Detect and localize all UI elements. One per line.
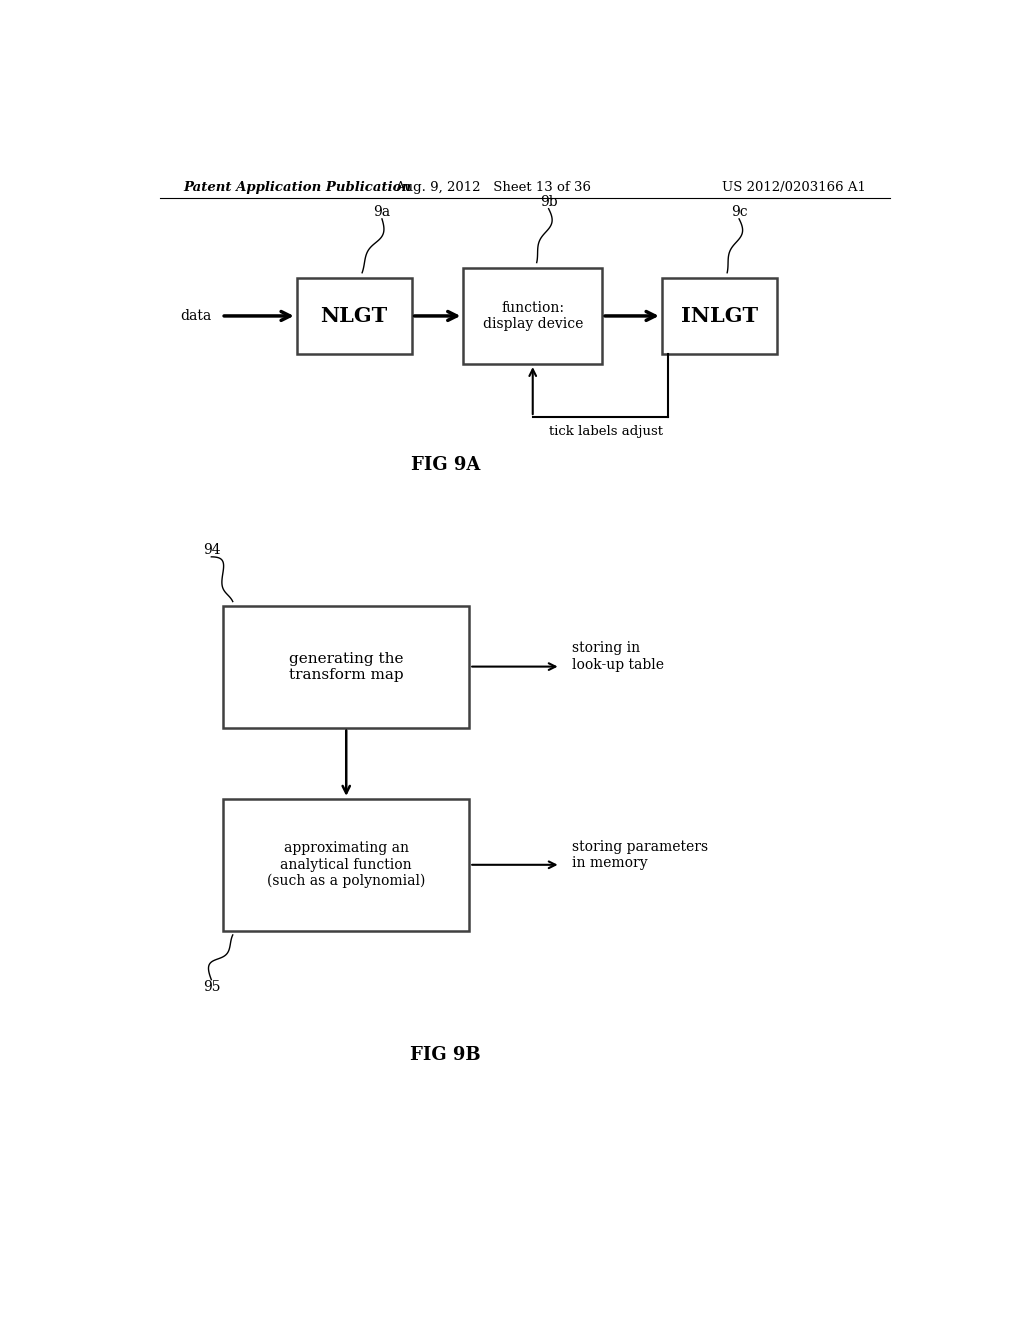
- Text: 95: 95: [204, 979, 221, 994]
- Text: INLGT: INLGT: [681, 306, 758, 326]
- Text: generating the
transform map: generating the transform map: [289, 652, 403, 681]
- Text: 9b: 9b: [540, 195, 557, 209]
- Text: 94: 94: [204, 543, 221, 557]
- Text: data: data: [180, 309, 212, 323]
- Bar: [662, 277, 777, 354]
- Text: storing in
look-up table: storing in look-up table: [572, 642, 665, 672]
- Text: FIG 9B: FIG 9B: [411, 1045, 480, 1064]
- Bar: [223, 799, 469, 931]
- Text: FIG 9A: FIG 9A: [411, 457, 480, 474]
- Text: Patent Application Publication: Patent Application Publication: [183, 181, 412, 194]
- Text: US 2012/0203166 A1: US 2012/0203166 A1: [722, 181, 866, 194]
- Bar: [223, 606, 469, 727]
- Text: tick labels adjust: tick labels adjust: [549, 425, 663, 438]
- Text: function:
display device: function: display device: [482, 301, 583, 331]
- Bar: [297, 277, 412, 354]
- Text: 9a: 9a: [374, 205, 390, 219]
- Text: approximating an
analytical function
(such as a polynomial): approximating an analytical function (su…: [267, 841, 425, 888]
- Text: 9c: 9c: [731, 205, 748, 219]
- Bar: [463, 268, 602, 364]
- Text: storing parameters
in memory: storing parameters in memory: [572, 840, 709, 870]
- Text: NLGT: NLGT: [321, 306, 388, 326]
- Text: Aug. 9, 2012   Sheet 13 of 36: Aug. 9, 2012 Sheet 13 of 36: [395, 181, 591, 194]
